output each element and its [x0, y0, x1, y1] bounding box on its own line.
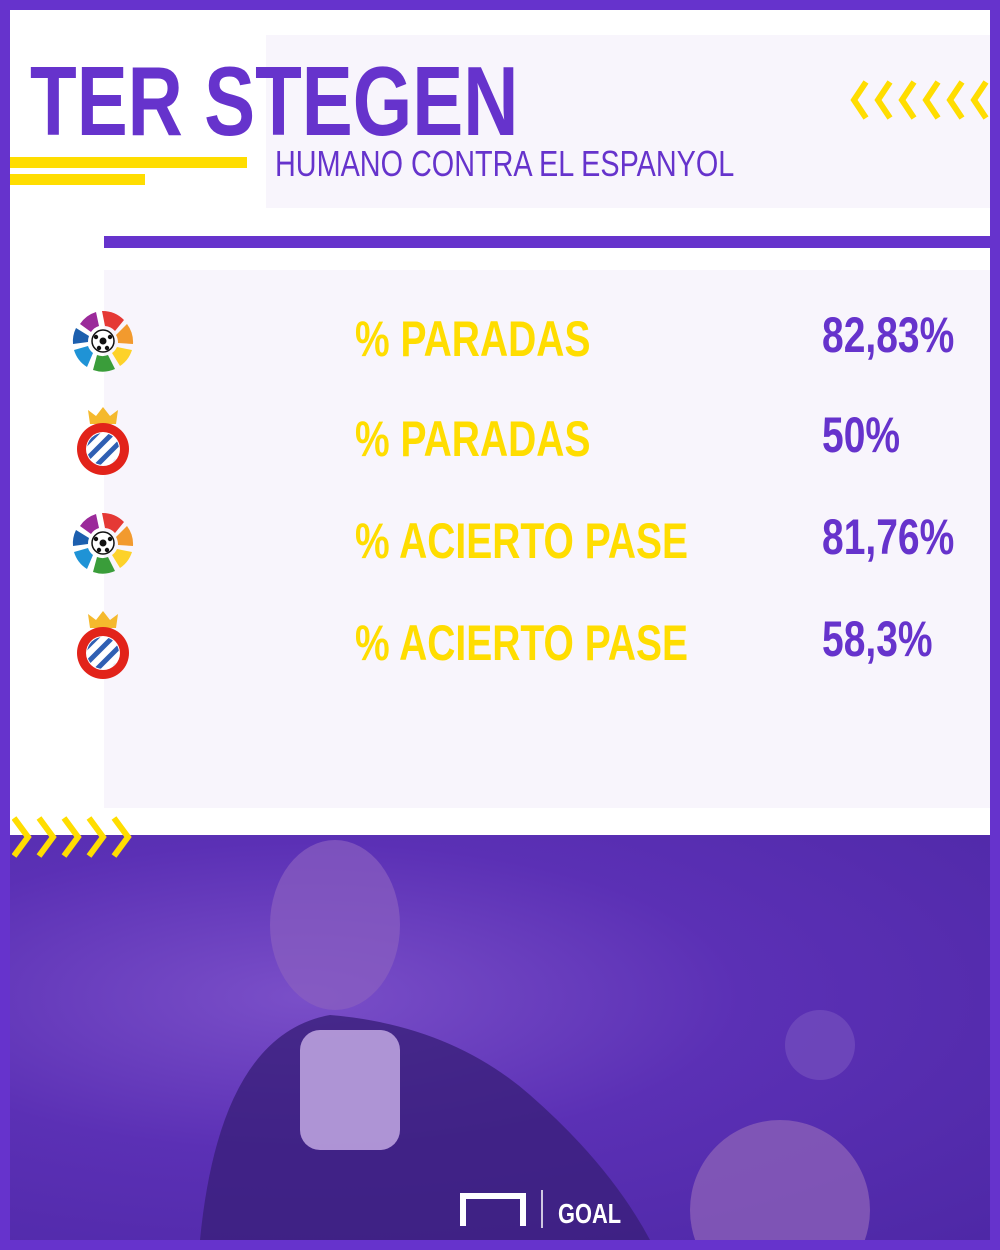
- stat-row: % ACIERTO PASE 81,76%: [10, 502, 990, 582]
- espanyol-crest-icon: [66, 608, 140, 682]
- laliga-logo-icon: [66, 304, 140, 378]
- stat-value-text: 81,76%: [822, 509, 955, 565]
- stat-value-text: 50%: [822, 407, 901, 463]
- yellow-bar: [10, 157, 247, 168]
- player-photo: [10, 835, 990, 1240]
- divider-bar: [104, 236, 990, 248]
- subtitle-text: HUMANO CONTRA EL ESPANYOL: [275, 143, 735, 184]
- stat-label-text: % ACIERTO PASE: [355, 513, 689, 569]
- stat-label: % PARADAS: [355, 414, 657, 464]
- stat-value: 50%: [822, 410, 922, 460]
- stat-value-text: 58,3%: [822, 611, 933, 667]
- stat-label-text: % PARADAS: [355, 311, 591, 367]
- stat-row: % PARADAS 50%: [10, 400, 990, 480]
- stat-label-text: % PARADAS: [355, 411, 591, 467]
- yellow-bar: [10, 174, 145, 185]
- page-title: TER STEGEN: [30, 52, 656, 150]
- goal-logo-icon: [460, 1190, 543, 1228]
- stat-label: % ACIERTO PASE: [355, 618, 782, 668]
- stat-value: 58,3%: [822, 614, 964, 664]
- title-text: TER STEGEN: [30, 46, 519, 156]
- stat-label-text: % ACIERTO PASE: [355, 615, 689, 671]
- espanyol-crest-icon: [66, 404, 140, 478]
- subtitle: HUMANO CONTRA EL ESPANYOL: [275, 146, 849, 182]
- stat-label: % PARADAS: [355, 314, 657, 364]
- infographic: TER STEGEN HUMANO CONTRA EL ESPANYOL % P…: [10, 10, 990, 1240]
- chevrons-right-icon: [12, 816, 132, 858]
- chevrons-left-icon: [850, 80, 989, 120]
- laliga-logo-icon: [66, 506, 140, 580]
- stat-value-text: 82,83%: [822, 307, 955, 363]
- stat-row: % ACIERTO PASE 58,3%: [10, 604, 990, 684]
- stat-row: % PARADAS 82,83%: [10, 300, 990, 380]
- header-panel: [266, 35, 990, 208]
- brand-text: GOAL: [558, 1198, 622, 1229]
- stat-value: 82,83%: [822, 310, 990, 360]
- stats-panel: [104, 270, 990, 808]
- stat-value: 81,76%: [822, 512, 990, 562]
- goalkeeper-photo-silhouette: [200, 840, 870, 1240]
- stat-label: % ACIERTO PASE: [355, 516, 782, 566]
- goal-brand: GOAL: [558, 1198, 639, 1230]
